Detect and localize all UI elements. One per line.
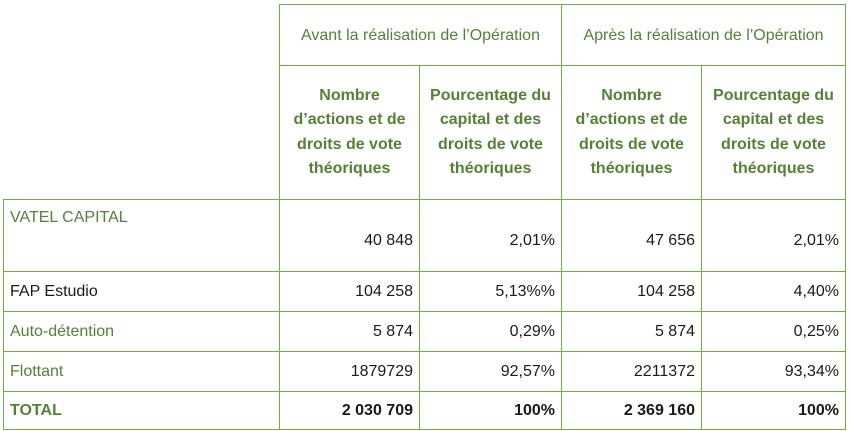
row-label: Auto-détention <box>3 311 280 352</box>
empty-corner-cell <box>4 5 280 66</box>
header-before-percent: Pourcentage du capital et des droits de … <box>419 65 562 200</box>
total-after-percent-cell: 100% <box>700 391 847 430</box>
before-percent-cell: 92,57% <box>419 351 562 392</box>
total-row: TOTAL 2 030 709 100% 2 369 160 100% <box>3 391 847 430</box>
after-shares-cell: 47 656 <box>561 199 702 272</box>
before-shares-cell: 104 258 <box>279 271 420 312</box>
header-before-operation: Avant la réalisation de l’Opération <box>279 4 562 66</box>
before-shares-cell: 1879729 <box>279 351 420 392</box>
before-percent-cell: 0,29% <box>419 311 562 352</box>
before-shares-cell: 40 848 <box>279 199 420 272</box>
table-row: Auto-détention 5 874 0,29% 5 874 0,25% <box>3 311 847 352</box>
header-before-shares: Nombre d’actions et de droits de vote th… <box>279 65 420 200</box>
total-before-shares-cell: 2 030 709 <box>279 391 420 430</box>
after-percent-cell: 0,25% <box>700 311 847 352</box>
after-percent-cell: 4,40% <box>700 271 847 312</box>
before-percent-cell: 5,13%% <box>419 271 562 312</box>
header-after-shares: Nombre d’actions et de droits de vote th… <box>561 65 702 200</box>
total-before-percent-cell: 100% <box>419 391 562 430</box>
row-label: VATEL CAPITAL <box>3 199 280 272</box>
header-after-operation: Après la réalisation de l’Opération <box>560 4 847 66</box>
table-row: Flottant 1879729 92,57% 2211372 93,34% <box>3 351 847 392</box>
after-shares-cell: 104 258 <box>561 271 702 312</box>
header-after-percent: Pourcentage du capital et des droits de … <box>700 65 847 200</box>
after-percent-cell: 93,34% <box>700 351 847 392</box>
row-label: FAP Estudio <box>3 271 280 312</box>
table-row: VATEL CAPITAL 40 848 2,01% 47 656 2,01% <box>3 199 847 272</box>
empty-label-header-cell <box>3 65 280 200</box>
before-shares-cell: 5 874 <box>279 311 420 352</box>
before-percent-cell: 2,01% <box>419 199 562 272</box>
shareholding-table: Avant la réalisation de l’Opération Aprè… <box>3 4 847 430</box>
row-label: Flottant <box>3 351 280 392</box>
after-shares-cell: 5 874 <box>561 311 702 352</box>
table-row: FAP Estudio 104 258 5,13%% 104 258 4,40% <box>3 271 847 312</box>
total-after-shares-cell: 2 369 160 <box>561 391 702 430</box>
total-label: TOTAL <box>3 391 280 430</box>
after-percent-cell: 2,01% <box>700 199 847 272</box>
after-shares-cell: 2211372 <box>561 351 702 392</box>
